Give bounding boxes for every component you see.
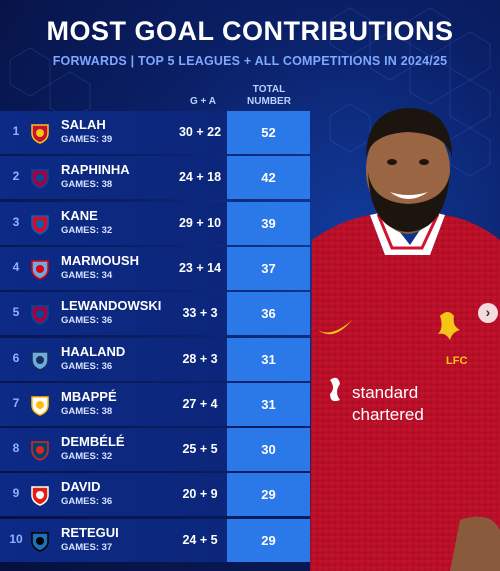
total-contributions: 36 [227,292,310,336]
rank-number: 8 [12,441,20,456]
table-row: 9 DAVID GAMES: 36 20 + 9 29 [0,473,310,517]
rank-number: 6 [12,350,20,365]
column-header-total-line2: NUMBER [247,96,291,107]
psg-crest-icon [31,441,49,461]
ranking-table: 1 SALAH GAMES: 39 30 + 22 52 2 RAPHINHA GAMES: … [0,111,310,571]
games-played: GAMES: 38 [61,405,113,417]
player-name: KANE [61,207,98,223]
bayern-crest-icon [31,214,49,235]
rank-number: 4 [12,259,20,274]
games-played: GAMES: 39 [61,134,113,145]
frankfurt-mancity-crest-icon [31,260,49,280]
games-played: GAMES: 36 [61,315,113,327]
table-row: 6 HAALAND GAMES: 36 28 + 3 31 [0,337,310,381]
table-row: 3 KANE GAMES: 32 29 + 10 39 [0,201,310,245]
rank-number: 5 [12,305,20,320]
rank-number: 1 [12,124,20,138]
total-contributions: 39 [227,201,310,245]
total-contributions: 52 [227,111,310,154]
total-contributions: 30 [227,428,310,472]
next-arrow-icon[interactable]: › [478,303,498,323]
table-row: 7 MBAPPÉ GAMES: 38 27 + 4 31 [0,382,310,426]
goals-assists: 27 + 4 [182,396,218,411]
games-played: GAMES: 38 [61,179,113,191]
player-name: RETEGUI [61,524,119,540]
games-played: GAMES: 37 [61,541,113,553]
column-header-ga: G + A [189,96,217,107]
sponsor-text-line2: chartered [352,405,424,424]
games-played: GAMES: 32 [61,451,113,463]
games-played: GAMES: 34 [61,269,113,281]
barcelona-crest-icon [31,305,49,325]
rank-number: 7 [12,395,20,410]
player-name: HAALAND [61,343,126,359]
goals-assists: 25 + 5 [182,442,218,457]
player-name: DAVID [61,479,101,495]
games-played: GAMES: 36 [61,496,113,508]
player-name: MBAPPÉ [61,388,117,404]
player-name: LEWANDOWSKI [61,298,162,314]
column-header-total: TOTAL NUMBER [234,84,304,108]
total-contributions: 29 [227,518,310,562]
sponsor-logo: standard chartered [330,377,424,424]
total-contributions: 37 [227,246,310,290]
mancity-crest-icon [31,350,49,371]
rank-number: 9 [12,486,20,501]
goals-assists: 33 + 3 [182,306,218,321]
table-row: 5 LEWANDOWSKI GAMES: 36 33 + 3 36 [0,292,310,336]
games-played: GAMES: 32 [61,224,113,236]
goals-assists: 23 + 14 [178,260,222,275]
lfc-crest-icon: LFC [438,312,467,367]
table-row: 10 RETEGUI GAMES: 37 24 + 5 29 [0,518,310,562]
games-played: GAMES: 36 [61,360,113,372]
player-name: SALAH [61,117,106,132]
rank-number: 3 [12,214,20,229]
goals-assists: 24 + 18 [178,170,222,185]
total-contributions: 42 [227,156,310,200]
rank-number: 10 [9,531,23,546]
table-row: 4 MARMOUSH GAMES: 34 23 + 14 37 [0,246,310,290]
table-row: 1 SALAH GAMES: 39 30 + 22 52 [0,111,310,154]
table-row: 8 DEMBÉLÉ GAMES: 32 25 + 5 30 [0,428,310,472]
total-contributions: 31 [227,382,310,426]
atalanta-crest-icon [31,531,49,552]
barcelona-crest-icon [31,169,49,190]
total-contributions: 31 [227,337,310,381]
rank-number: 2 [12,169,20,184]
shirt [310,215,500,571]
player-photo: LFC standard chartered [310,108,500,571]
goals-assists: 24 + 5 [182,532,218,547]
page-subtitle: FORWARDS | TOP 5 LEAGUES + ALL COMPETITI… [52,54,448,68]
sponsor-text-line1: standard [352,383,418,402]
goals-assists: 30 + 22 [178,125,222,139]
table-row: 2 RAPHINHA GAMES: 38 24 + 18 42 [0,156,310,200]
page-title: MOST GOAL CONTRIBUTIONS [46,16,454,46]
total-contributions: 29 [227,473,310,517]
player-name: RAPHINHA [61,162,130,178]
player-name: MARMOUSH [61,252,139,268]
liverpool-crest-icon [31,124,49,144]
goals-assists: 28 + 3 [182,351,218,366]
column-header-total-line1: TOTAL [252,84,286,95]
shirt-badge-text: LFC [446,355,467,367]
goals-assists: 20 + 9 [182,487,218,502]
realmadrid-crest-icon [31,396,49,416]
goals-assists: 29 + 10 [178,215,222,230]
player-name: DEMBÉLÉ [61,434,125,450]
lille-crest-icon [31,486,49,507]
